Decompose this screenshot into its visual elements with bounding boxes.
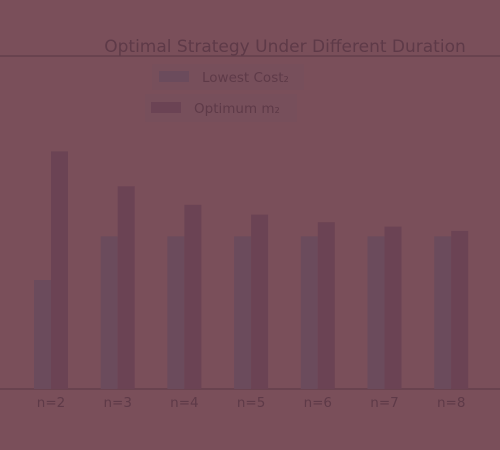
bar-optimum-m-n=8 (451, 230, 469, 389)
x-tick-label: n=3 (103, 395, 131, 411)
bar-optimum-m-n=3 (117, 186, 135, 389)
chart-title: Optimal Strategy Under Different Duratio… (104, 37, 466, 57)
bar-lowest-cost-n=5 (234, 236, 252, 389)
x-tick-label: n=7 (370, 395, 398, 411)
legend-label-optimum-m: Optimum m₂ (194, 101, 280, 117)
bar-optimum-m-n=6 (317, 222, 335, 389)
bar-optimum-m-n=7 (384, 226, 402, 389)
legend-box-2 (145, 94, 297, 122)
x-tick-label: n=6 (304, 395, 332, 411)
bar-optimum-m-n=5 (251, 214, 269, 389)
bar-lowest-cost-n=7 (367, 236, 385, 389)
bar-lowest-cost-n=4 (167, 236, 185, 389)
bar-lowest-cost-n=3 (100, 236, 118, 389)
bar-lowest-cost-n=8 (434, 236, 452, 389)
x-tick-label: n=2 (37, 395, 65, 411)
x-tick-label: n=8 (437, 395, 465, 411)
bar-optimum-m-n=4 (184, 204, 202, 389)
bar-lowest-cost-n=2 (34, 280, 51, 389)
legend-box-1 (152, 64, 304, 90)
bar-lowest-cost-n=6 (300, 236, 318, 389)
legend: Lowest Cost₂ Optimum m₂ (145, 64, 304, 122)
x-tick-label: n=5 (237, 395, 265, 411)
legend-swatch-optimum-m (151, 102, 181, 113)
x-tick-labels: n=2 n=3 n=4 n=5 n=6 n=7 n=8 (37, 395, 466, 411)
legend-swatch-lowest-cost (159, 71, 189, 82)
bars-group (34, 151, 469, 389)
x-tick-label: n=4 (170, 395, 198, 411)
bar-optimum-m-n=2 (51, 151, 68, 389)
legend-label-lowest-cost: Lowest Cost₂ (202, 70, 289, 86)
